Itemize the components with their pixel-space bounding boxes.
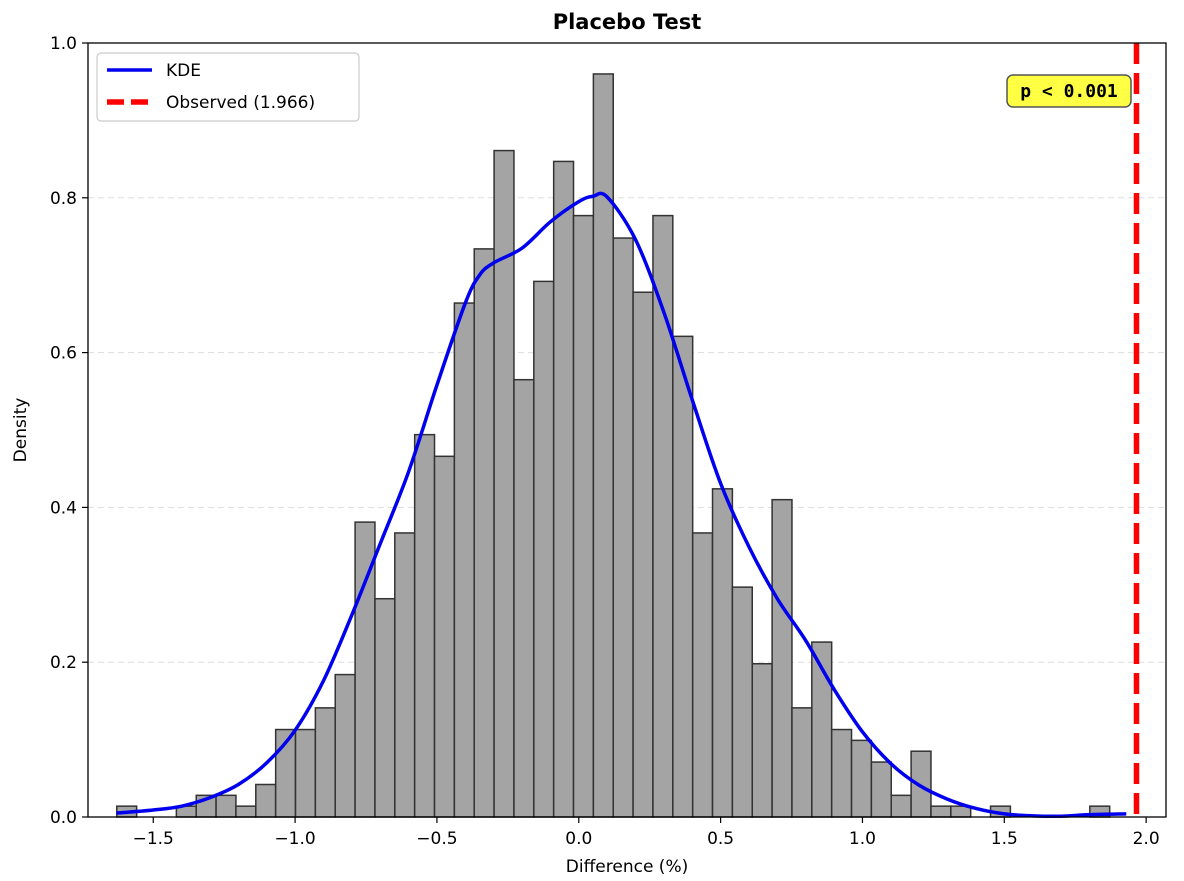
p-value-text: p < 0.001 (1020, 81, 1118, 102)
histogram-bar (314, 707, 336, 818)
x-tick-label: −1.5 (133, 829, 174, 849)
x-tick-label: 0.5 (707, 829, 734, 849)
y-tick-label: 0.8 (50, 189, 77, 209)
histogram-bar (672, 335, 694, 818)
y-tick-label: 1.0 (50, 34, 77, 54)
y-tick-label: 0.4 (50, 498, 77, 518)
histogram-bar (413, 433, 436, 818)
histogram-bar (235, 805, 257, 818)
histogram-bar (711, 488, 734, 818)
chart-title: Placebo Test (553, 10, 702, 34)
x-tick-label: 1.5 (991, 829, 1018, 849)
y-axis-ticks: 0.0 0.2 0.4 0.6 0.8 1.0 (50, 34, 88, 828)
histogram-bar (870, 761, 893, 818)
y-tick-label: 0.0 (50, 808, 77, 828)
histogram-bar (910, 750, 932, 818)
kde-curve (116, 191, 1127, 819)
plot-frame (87, 42, 1167, 818)
histogram-bar (453, 302, 475, 818)
x-axis-ticks: −1.5 −1.0 −0.5 0.0 0.5 1.0 1.5 2.0 (133, 817, 1160, 849)
histogram-bar (850, 739, 873, 818)
p-value-box (1006, 74, 1132, 108)
histogram-bar (473, 248, 495, 818)
histogram-bar (930, 805, 952, 818)
histogram-bars (116, 73, 1111, 818)
histogram-bar (791, 707, 813, 818)
x-tick-label: 2.0 (1133, 829, 1160, 849)
y-axis-label: Density (11, 398, 31, 463)
histogram-bar (731, 586, 753, 818)
histogram-bar (533, 280, 555, 818)
histogram-bar (374, 597, 396, 818)
histogram-bar (294, 728, 317, 818)
legend-observed-label: Observed (1.966) (166, 93, 315, 113)
histogram-bar (433, 455, 456, 818)
histogram-bar (751, 662, 773, 818)
y-tick-label: 0.2 (50, 653, 77, 673)
legend-kde-label: KDE (166, 61, 201, 81)
histogram-bar (334, 673, 356, 818)
histogram-bar (691, 532, 714, 818)
histogram-bar (612, 237, 634, 818)
x-tick-label: 1.0 (849, 829, 876, 849)
p-value-annotation: p < 0.001 (1006, 74, 1132, 108)
legend: KDE Observed (1.966) (96, 52, 360, 122)
histogram-bar (493, 149, 515, 818)
y-tick-label: 0.6 (50, 344, 77, 364)
histogram-bar (215, 794, 237, 818)
histogram-bar (513, 378, 535, 818)
x-tick-label: −0.5 (416, 829, 457, 849)
histogram-bar (830, 728, 853, 818)
histogram-bar (632, 291, 654, 818)
histogram-bar (592, 73, 614, 818)
kde-curve-group (116, 191, 1127, 819)
histogram-bar (771, 498, 793, 818)
x-tick-label: 0.0 (565, 829, 592, 849)
x-axis-label: Difference (%) (566, 857, 688, 877)
histogram-bar (394, 532, 416, 818)
histogram-bar (890, 794, 912, 818)
x-tick-label: −1.0 (274, 829, 315, 849)
histogram-bar (552, 160, 575, 818)
histogram-bar (255, 783, 277, 818)
legend-box (96, 52, 360, 122)
histogram-bar (572, 214, 595, 818)
